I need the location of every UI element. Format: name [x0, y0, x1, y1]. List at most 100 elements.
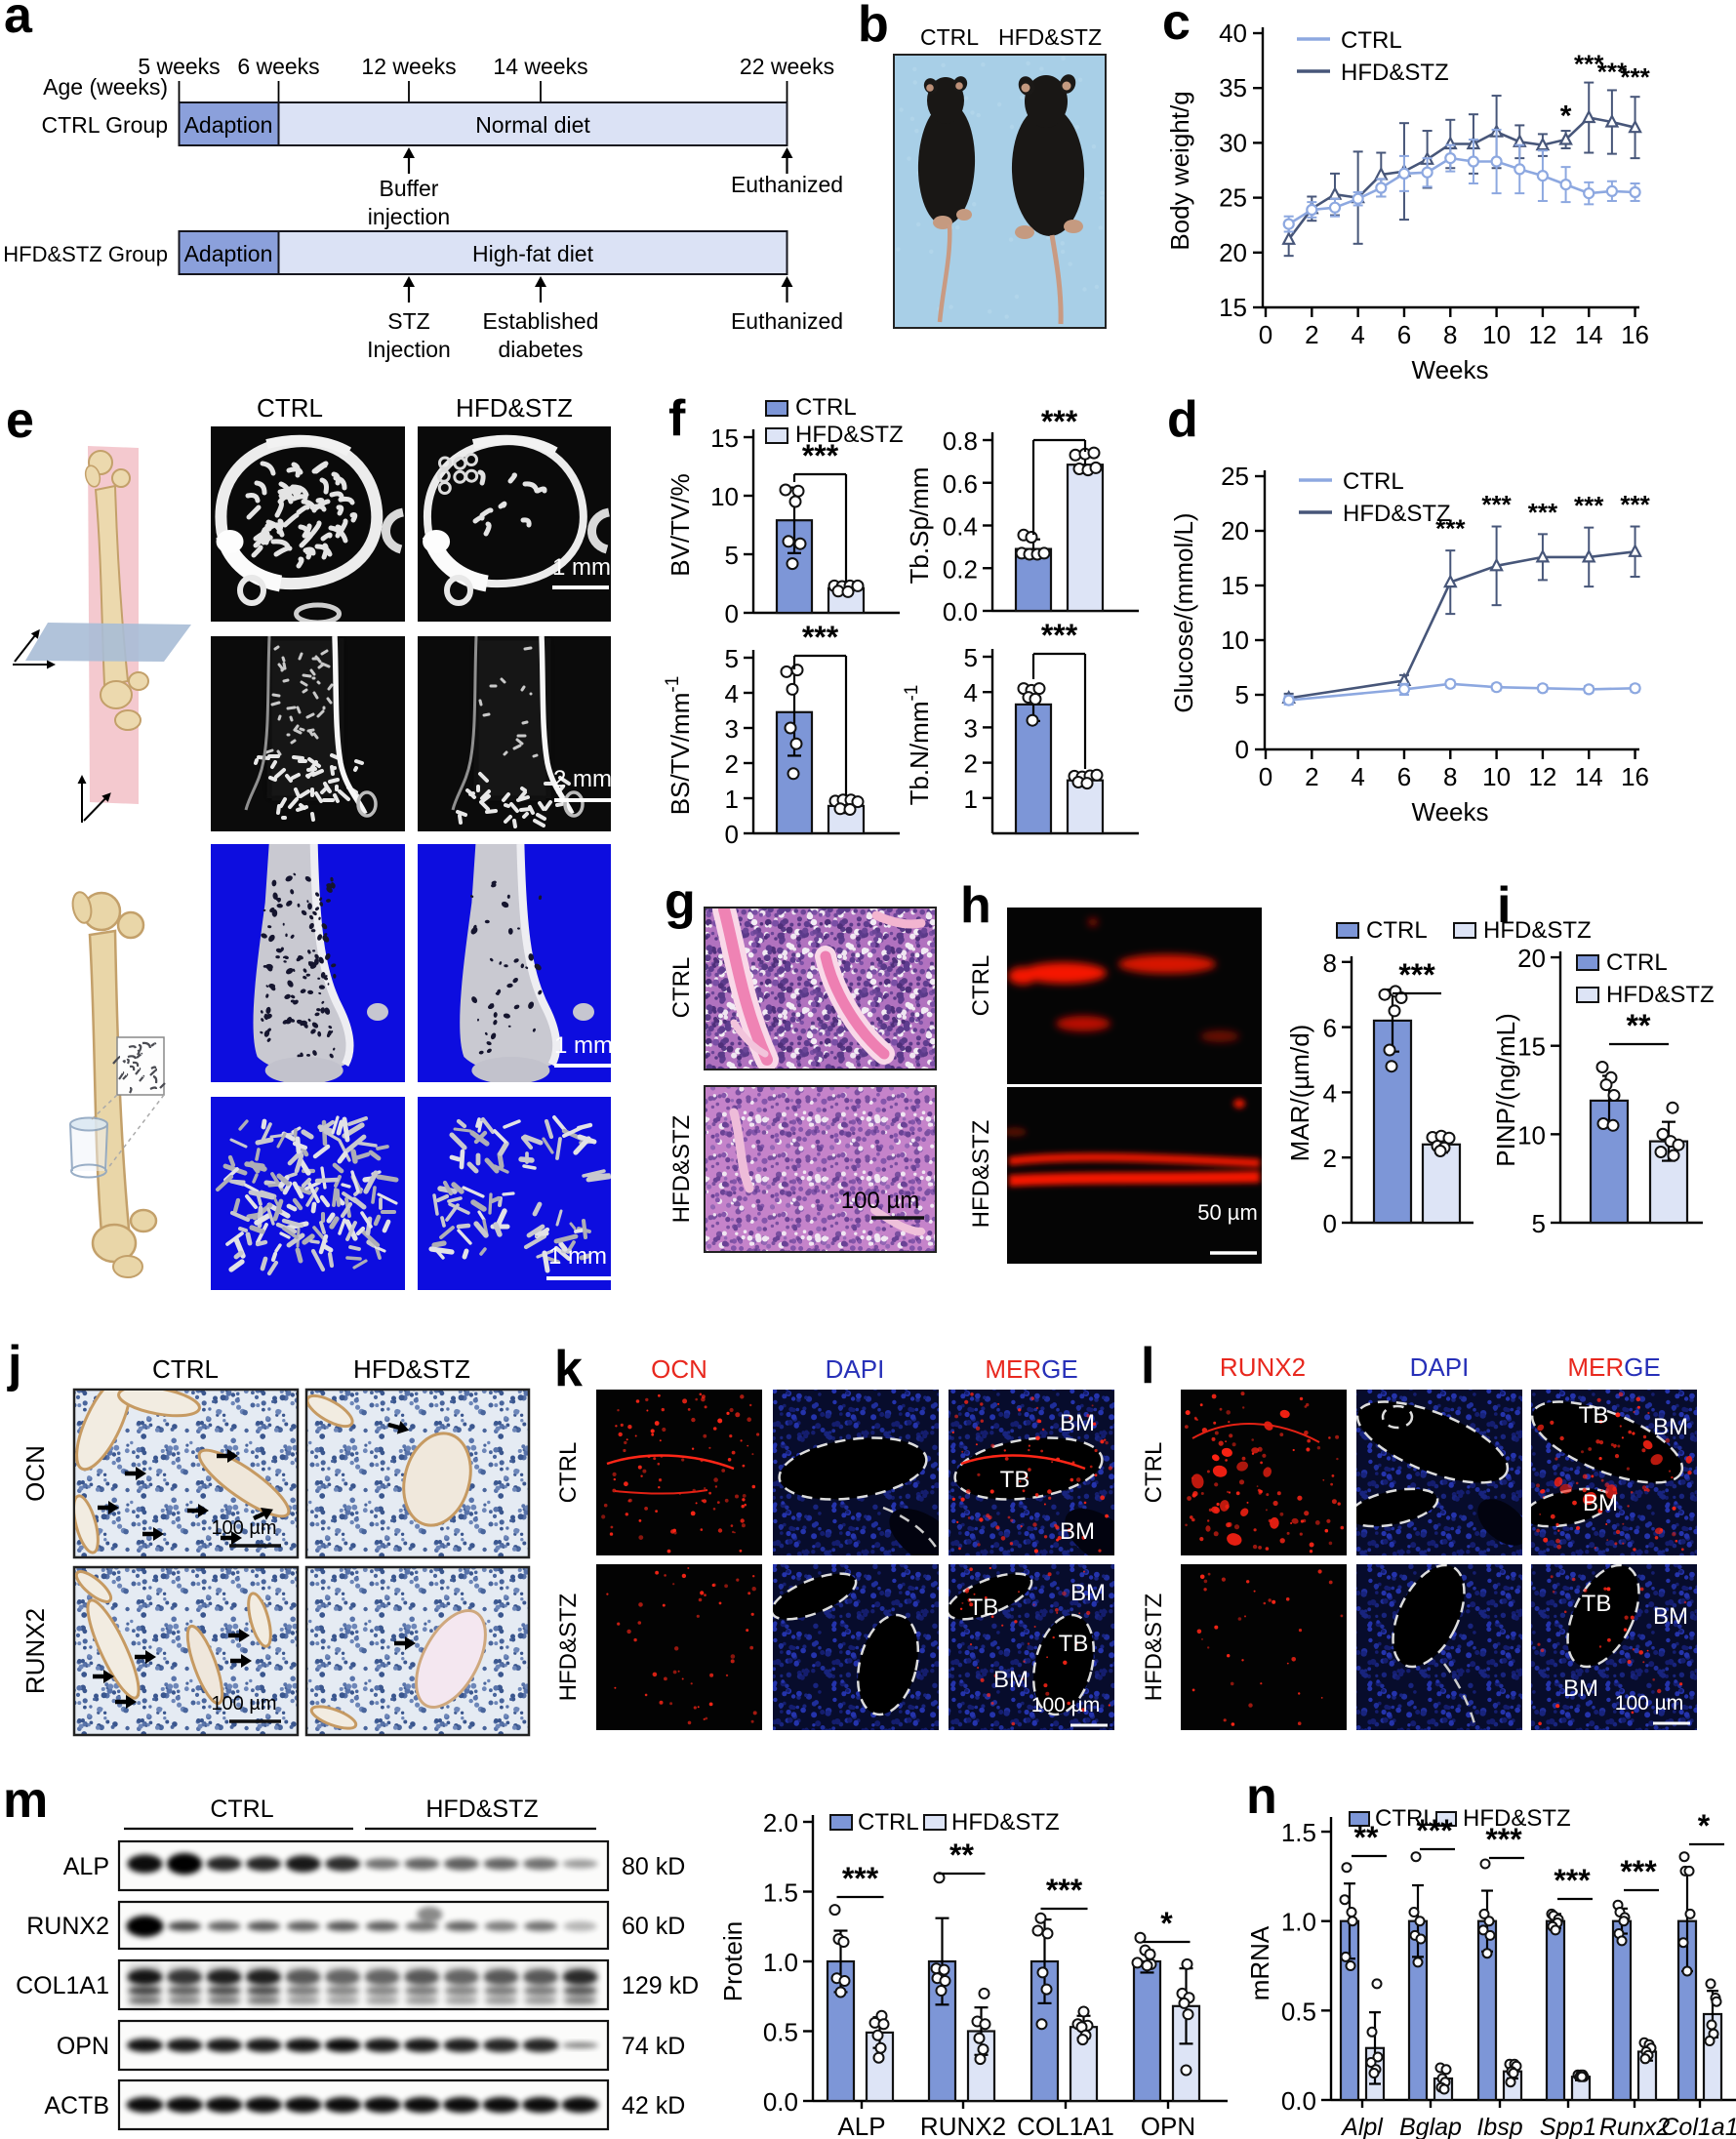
svg-text:10: 10: [710, 482, 739, 511]
svg-text:h: h: [960, 877, 991, 934]
svg-text:OCN: OCN: [651, 1354, 707, 1384]
svg-text:1.5: 1.5: [763, 1878, 798, 1908]
svg-text:BS/TV/mm-1: BS/TV/mm-1: [663, 676, 695, 816]
svg-text:10: 10: [1482, 762, 1511, 791]
svg-text:0.8: 0.8: [943, 426, 978, 456]
svg-text:CTRL Group: CTRL Group: [41, 112, 168, 138]
svg-text:TB: TB: [1579, 1402, 1609, 1429]
svg-text:4: 4: [964, 678, 978, 707]
svg-text:BM: BM: [1060, 1518, 1095, 1545]
svg-text:***: ***: [1485, 1822, 1522, 1857]
svg-text:HFD&STZ: HFD&STZ: [1606, 982, 1715, 1008]
svg-text:100 µm: 100 µm: [1031, 1694, 1100, 1716]
svg-text:RUNX2: RUNX2: [920, 2112, 1006, 2139]
svg-text:DAPI: DAPI: [826, 1354, 885, 1384]
svg-text:***: ***: [842, 1861, 879, 1896]
svg-text:16: 16: [1621, 320, 1649, 349]
svg-text:0.5: 0.5: [763, 2018, 798, 2047]
svg-text:15: 15: [1219, 293, 1247, 322]
svg-text:d: d: [1167, 391, 1198, 448]
svg-text:0: 0: [1235, 735, 1249, 764]
svg-text:1.0: 1.0: [1281, 1908, 1316, 1937]
svg-text:40: 40: [1219, 19, 1247, 48]
svg-text:10: 10: [1517, 1120, 1546, 1150]
svg-text:129 kD: 129 kD: [622, 1972, 699, 1999]
svg-text:ALP: ALP: [837, 2112, 885, 2139]
svg-text:BM: BM: [1060, 1410, 1095, 1436]
svg-text:8: 8: [1323, 948, 1337, 978]
svg-text:STZ: STZ: [387, 308, 429, 334]
svg-text:CTRL: CTRL: [1341, 27, 1402, 54]
svg-text:5: 5: [1532, 1209, 1546, 1238]
svg-text:BM: BM: [1653, 1414, 1688, 1440]
svg-text:CTRL: CTRL: [968, 955, 994, 1017]
svg-text:2: 2: [1323, 1144, 1337, 1173]
svg-text:0: 0: [1323, 1209, 1337, 1238]
svg-text:25: 25: [1221, 462, 1249, 491]
svg-text:*: *: [1560, 100, 1572, 132]
svg-text:diabetes: diabetes: [499, 337, 584, 362]
svg-text:Euthanized: Euthanized: [731, 308, 843, 334]
svg-text:Ibsp: Ibsp: [1476, 2114, 1522, 2139]
svg-text:RUNX2: RUNX2: [20, 1608, 50, 1694]
svg-text:BV/TV/%: BV/TV/%: [666, 473, 695, 576]
svg-text:Adaption: Adaption: [184, 241, 273, 266]
svg-text:***: ***: [1398, 957, 1435, 992]
svg-text:BM: BM: [1070, 1580, 1106, 1606]
svg-text:*: *: [1698, 1808, 1711, 1843]
svg-text:12: 12: [1528, 320, 1556, 349]
svg-text:OPN: OPN: [1141, 2112, 1195, 2139]
svg-text:30: 30: [1219, 128, 1247, 157]
svg-text:HFD&STZ: HFD&STZ: [425, 1796, 538, 1823]
svg-text:CTRL: CTRL: [1366, 917, 1428, 944]
svg-text:BM: BM: [1653, 1603, 1688, 1630]
svg-text:**: **: [949, 1837, 974, 1873]
svg-text:b: b: [858, 0, 889, 53]
svg-text:***: ***: [1435, 514, 1466, 544]
svg-text:***: ***: [1620, 490, 1650, 519]
svg-text:0: 0: [1259, 320, 1272, 349]
svg-text:injection: injection: [368, 204, 450, 229]
svg-text:50 µm: 50 µm: [1197, 1200, 1258, 1225]
svg-text:***: ***: [1041, 618, 1078, 653]
svg-text:OCN: OCN: [20, 1445, 50, 1502]
svg-text:TB: TB: [1582, 1591, 1612, 1617]
svg-text:***: ***: [802, 438, 839, 473]
svg-text:8: 8: [1443, 762, 1457, 791]
svg-text:Buffer: Buffer: [380, 176, 439, 201]
svg-text:mRNA: mRNA: [1245, 1925, 1274, 2000]
svg-text:m: m: [3, 1772, 48, 1829]
svg-text:TB: TB: [1000, 1467, 1030, 1493]
svg-text:CTRL: CTRL: [1141, 1442, 1167, 1504]
svg-text:1.5: 1.5: [1281, 1818, 1316, 1847]
svg-text:***: ***: [1041, 404, 1078, 439]
svg-text:2: 2: [1305, 762, 1318, 791]
svg-text:CTRL: CTRL: [920, 24, 979, 50]
svg-text:0.0: 0.0: [1281, 2086, 1316, 2116]
svg-text:Adaption: Adaption: [184, 112, 273, 138]
svg-text:100 µm: 100 µm: [1615, 1692, 1683, 1715]
svg-text:f: f: [668, 390, 686, 447]
svg-text:6: 6: [1397, 762, 1411, 791]
svg-text:10: 10: [1482, 320, 1511, 349]
svg-text:c: c: [1162, 0, 1191, 51]
svg-text:HFD&STZ: HFD&STZ: [1463, 1805, 1571, 1832]
svg-text:OPN: OPN: [57, 2033, 109, 2060]
svg-text:6: 6: [1323, 1014, 1337, 1043]
svg-text:CTRL: CTRL: [858, 1809, 919, 1836]
svg-text:***: ***: [1481, 490, 1512, 519]
svg-text:e: e: [6, 392, 34, 449]
svg-text:CTRL: CTRL: [555, 1442, 582, 1504]
svg-text:CTRL: CTRL: [210, 1796, 273, 1823]
svg-text:3: 3: [725, 714, 739, 744]
svg-text:Tb.Sp/mm: Tb.Sp/mm: [905, 467, 934, 585]
svg-text:42 kD: 42 kD: [622, 2092, 685, 2119]
svg-text:1.0: 1.0: [763, 1948, 798, 1977]
svg-text:*: *: [1160, 1906, 1173, 1941]
svg-text:BM: BM: [1563, 1675, 1598, 1702]
svg-text:MAR/(µm/d): MAR/(µm/d): [1285, 1025, 1314, 1162]
svg-text:HFD&STZ: HFD&STZ: [1141, 1594, 1167, 1702]
svg-text:16: 16: [1621, 762, 1649, 791]
svg-text:20: 20: [1219, 238, 1247, 267]
svg-text:Age (weeks): Age (weeks): [43, 74, 168, 100]
